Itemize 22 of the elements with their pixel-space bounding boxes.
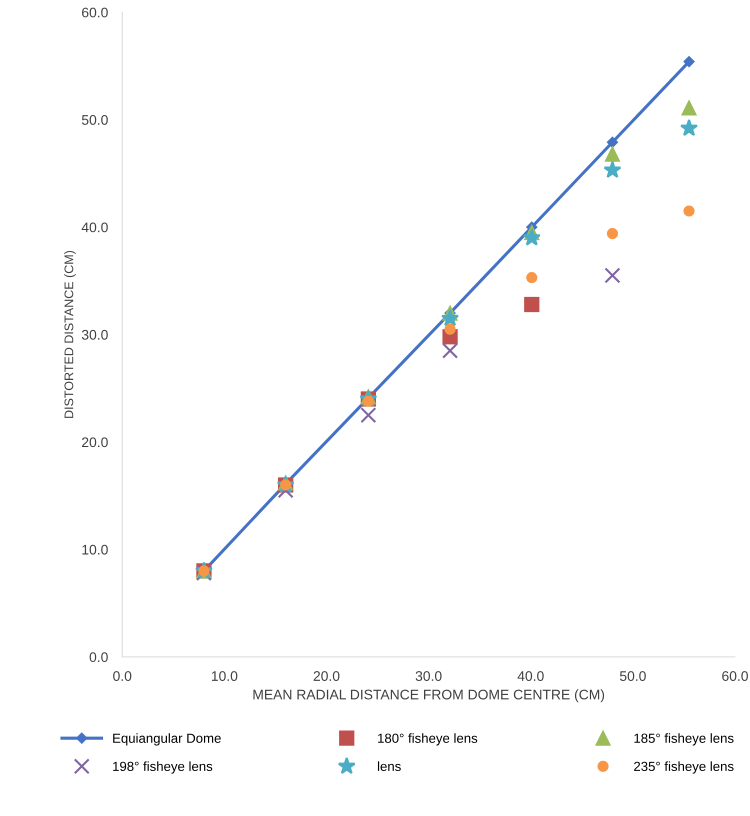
y-tick-label: 40.0 — [82, 222, 108, 232]
y-tick-label: 30.0 — [82, 330, 108, 340]
x-tick-label: 10.0 — [212, 671, 238, 681]
x-tick-label: 30.0 — [416, 671, 442, 681]
x-tick-label: 50.0 — [620, 671, 646, 681]
y-tick-label: 0.0 — [90, 652, 108, 662]
legend-label: Equiangular Dome — [113, 733, 221, 746]
y-tick-label: 50.0 — [82, 115, 108, 125]
x-axis-title: MEAN RADIAL DISTANCE FROM DOME CENTRE (CM) — [253, 689, 604, 702]
y-axis-title: DISTORTED DISTANCE (CM) — [64, 250, 76, 418]
y-tick-label: 60.0 — [82, 8, 108, 18]
y-tick-label: 10.0 — [82, 544, 108, 555]
x-tick-label: 20.0 — [314, 671, 340, 681]
legend-label: 185° fisheye lens — [634, 733, 734, 746]
legend-label: 198° fisheye lens — [113, 761, 212, 774]
x-tick-label: 40.0 — [518, 671, 544, 681]
x-tick-label: 60.0 — [722, 671, 748, 681]
legend-label: 180° fisheye lens — [378, 733, 478, 746]
y-tick-label: 20.0 — [82, 437, 108, 448]
legend-label: lens — [378, 761, 401, 772]
x-tick-label: 0.0 — [113, 671, 132, 681]
legend-label: 235° fisheye lens — [634, 761, 734, 774]
